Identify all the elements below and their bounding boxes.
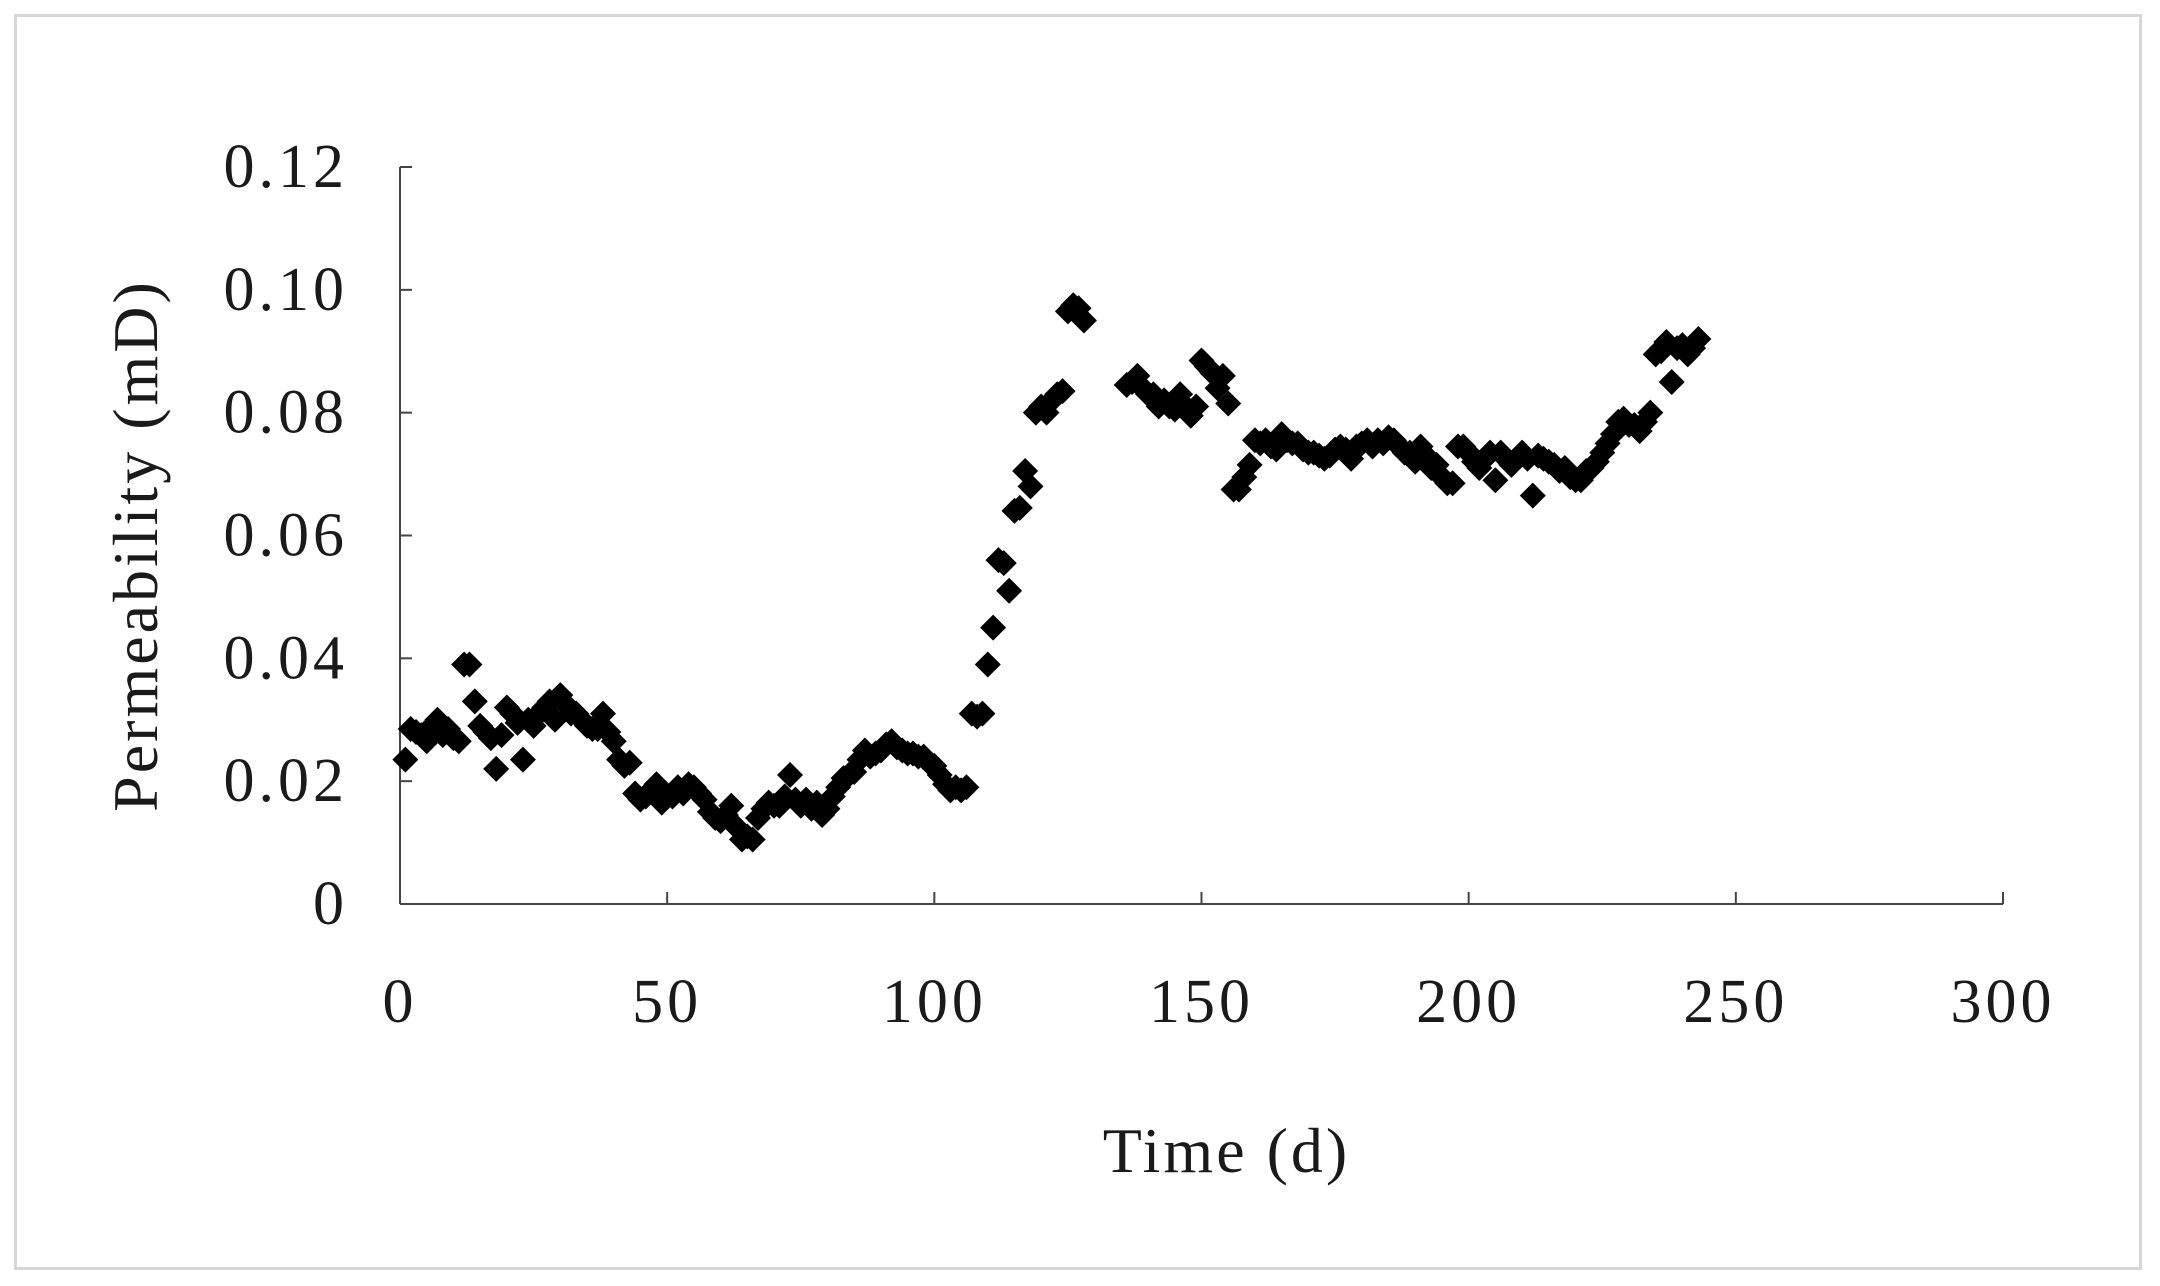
- data-point: [461, 688, 488, 715]
- data-point: [990, 550, 1017, 577]
- data-point: [980, 614, 1007, 641]
- scatter-chart: 0 0.02 0.04 0.06 0.08 0.10 0.12 0 50 100 150 200 25…: [100, 133, 2056, 1186]
- y-tick-label: 0: [313, 870, 348, 938]
- data-point: [1209, 362, 1236, 389]
- data-point: [1017, 473, 1044, 500]
- data-point: [456, 651, 483, 678]
- data-point: [1215, 390, 1242, 417]
- data-point: [509, 746, 536, 773]
- data-point: [718, 792, 745, 819]
- data-point: [1183, 393, 1210, 420]
- x-tick-label: 50: [632, 968, 702, 1036]
- data-point: [1658, 368, 1685, 395]
- y-tick-label: 0.10: [224, 256, 349, 324]
- data-point: [739, 826, 766, 853]
- data-point: [445, 728, 472, 755]
- data-point: [600, 728, 627, 755]
- data-point: [616, 749, 643, 776]
- data-point: [996, 577, 1023, 604]
- x-tick-label: 100: [882, 968, 987, 1036]
- data-point: [974, 651, 1001, 678]
- data-point: [1049, 378, 1076, 405]
- x-tick-label: 0: [383, 968, 418, 1036]
- y-tick-label: 0.06: [224, 502, 349, 570]
- y-tick-label: 0.02: [224, 747, 349, 815]
- y-tick-label: 0.12: [224, 133, 349, 201]
- x-tick-label: 200: [1416, 968, 1521, 1036]
- data-point: [483, 755, 510, 782]
- data-point: [1070, 307, 1097, 334]
- data-point: [1685, 325, 1712, 352]
- figure-frame: 0 0.02 0.04 0.06 0.08 0.10 0.12 0 50 100 150 200 25…: [14, 14, 2142, 1270]
- data-point: [969, 700, 996, 727]
- data-point: [1482, 467, 1509, 494]
- x-ticks: 0 50 100 150 200 250 300: [383, 892, 2056, 1036]
- x-axis-title: Time (d): [1103, 1115, 1350, 1186]
- data-point: [488, 722, 515, 749]
- y-axis-title: Permeability (mD): [100, 279, 171, 812]
- data-points: [392, 292, 1712, 853]
- data-point: [1439, 470, 1466, 497]
- x-tick-label: 300: [1951, 968, 2056, 1036]
- y-ticks: 0 0.02 0.04 0.06 0.08 0.10 0.12: [224, 133, 412, 938]
- y-tick-label: 0.04: [224, 624, 349, 692]
- data-point: [953, 774, 980, 801]
- x-tick-label: 150: [1149, 968, 1254, 1036]
- data-point: [392, 746, 419, 773]
- data-point: [1236, 451, 1263, 478]
- data-point: [1637, 399, 1664, 426]
- data-point: [1006, 494, 1033, 521]
- data-point: [1519, 482, 1546, 509]
- data-point: [777, 762, 804, 789]
- data-point: [590, 700, 617, 727]
- y-tick-label: 0.08: [224, 379, 349, 447]
- x-tick-label: 250: [1683, 968, 1788, 1036]
